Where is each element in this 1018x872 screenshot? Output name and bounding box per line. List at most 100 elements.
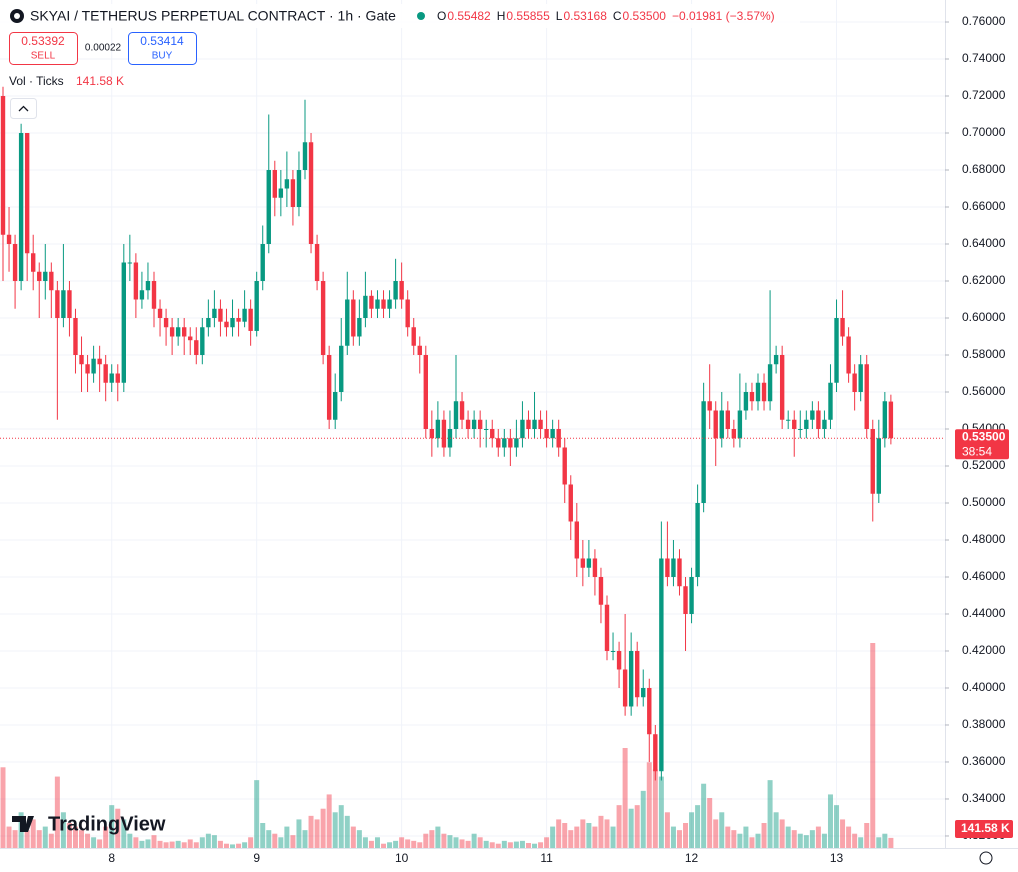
candle-body (864, 364, 869, 429)
volume-bar (761, 823, 767, 848)
candle-body (520, 419, 525, 439)
candle-body (345, 299, 350, 346)
candle-body (816, 410, 821, 429)
candle-body (846, 336, 851, 374)
volume-bar (489, 842, 495, 848)
candle-body (822, 419, 827, 429)
buy-label[interactable]: BUY (152, 51, 173, 62)
countdown: 38:54 (962, 444, 992, 458)
candle-body (85, 364, 90, 374)
volume-bar (519, 840, 525, 848)
candle-body (767, 364, 773, 402)
candle-body (272, 170, 277, 198)
candle-body (175, 327, 181, 337)
volume-bar (30, 819, 36, 848)
volume-bar (870, 643, 876, 848)
market-status (417, 12, 425, 20)
candle-body (212, 308, 217, 318)
candle-body (290, 179, 296, 208)
volume-bar (115, 808, 121, 848)
symbol-title[interactable]: SKYAI / TETHERUS PERPETUAL CONTRACT · 1h… (30, 8, 396, 24)
candle-body (393, 281, 398, 300)
volume-bar (199, 837, 205, 848)
candle-body (381, 299, 386, 309)
candle-body (333, 391, 338, 420)
volume-legend-value: 141.58 K (76, 74, 124, 88)
volume-bar (713, 819, 719, 848)
watermark: TradingView (48, 813, 166, 835)
volume-bar (290, 835, 296, 848)
candle-body (459, 401, 465, 420)
y-tick-label: 0.56000 (962, 384, 1006, 398)
ohlc-key: H (497, 9, 506, 23)
y-tick-label: 0.64000 (962, 236, 1006, 250)
volume-bar (538, 842, 544, 848)
volume-bar (338, 805, 344, 848)
candle-body (477, 419, 483, 429)
candle-body (339, 345, 344, 392)
sell-price[interactable]: 0.53392 (21, 34, 65, 48)
symbol-icon-inner (14, 13, 20, 19)
volume-bar (60, 812, 66, 848)
candle-body (870, 428, 875, 494)
candle-body (405, 299, 410, 328)
volume-badge (955, 820, 1013, 838)
volume-bar (381, 843, 387, 848)
volume-bar (254, 780, 260, 848)
candle-body (284, 179, 290, 189)
candle-body (242, 308, 247, 322)
volume-bar (664, 812, 670, 848)
candle-body (18, 133, 24, 282)
candle-body (876, 438, 881, 494)
candle-body (67, 290, 72, 318)
volume-bar (888, 837, 894, 848)
candle-body (550, 428, 555, 439)
candle-body (369, 295, 374, 309)
sell-label[interactable]: SELL (31, 51, 56, 62)
candle-body (725, 410, 730, 429)
volume-bar (393, 840, 399, 848)
volume-bar (217, 840, 223, 848)
volume-bar (308, 815, 314, 848)
candle-body (31, 253, 36, 272)
candle-body (218, 308, 223, 322)
candle-body (200, 327, 205, 355)
candle-body (6, 234, 12, 245)
volume-bar (465, 840, 471, 848)
sell-button[interactable] (9, 32, 78, 65)
candle-body (0, 96, 6, 235)
ohlc-value: 0.53500 (623, 9, 667, 23)
volume-bar (525, 843, 531, 848)
buy-price[interactable]: 0.53414 (140, 34, 184, 48)
candle-body (260, 244, 265, 282)
volume-bar (610, 826, 616, 848)
settings-icon[interactable] (979, 851, 993, 865)
candle-body (145, 281, 151, 291)
x-tick-label: 11 (540, 851, 553, 865)
volume-bar (725, 826, 731, 848)
volume-bar (248, 837, 254, 848)
candle-body (737, 410, 743, 439)
x-tick-label: 12 (685, 851, 699, 865)
volume-bar (211, 835, 217, 848)
spread: 0.00022 (85, 43, 122, 54)
volume-bar (350, 826, 356, 848)
candles (0, 86, 945, 781)
candle-body (109, 373, 114, 383)
volume-bar (846, 826, 852, 848)
candle-body (683, 586, 688, 614)
volume-bar (326, 794, 332, 848)
volume-bar (453, 837, 459, 848)
volume-bar (592, 826, 598, 848)
buy-button[interactable] (128, 32, 197, 65)
candle-body (465, 419, 471, 429)
volume-bar (356, 830, 362, 848)
volume-bar (634, 805, 640, 848)
candle-body (302, 142, 308, 171)
candle-body (115, 373, 120, 383)
watermark-logo (12, 816, 34, 832)
volume-bar (368, 840, 374, 848)
x-tick-label: 8 (108, 851, 115, 865)
volume-bar (483, 840, 489, 848)
collapse-button[interactable] (10, 98, 37, 119)
